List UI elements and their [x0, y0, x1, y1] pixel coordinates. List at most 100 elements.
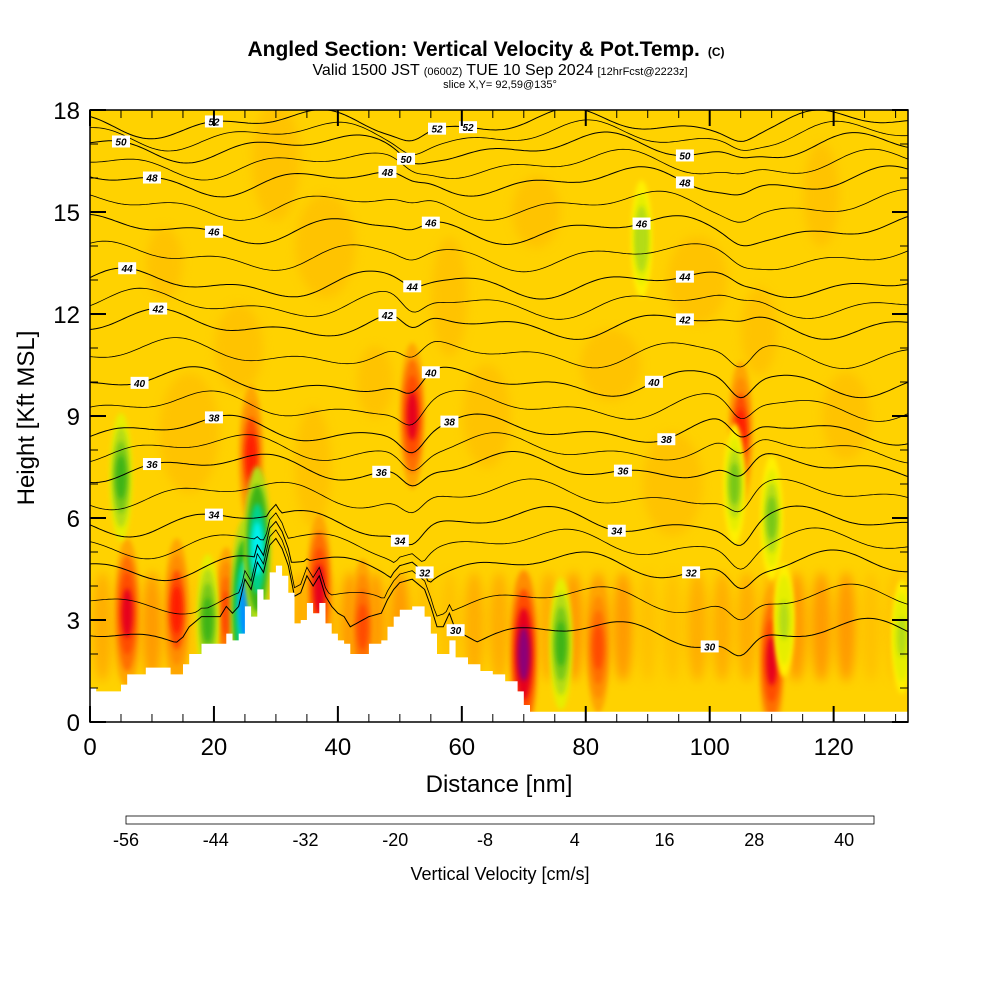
isentrope-label-text: 50 [400, 155, 412, 166]
field-mottle [146, 227, 183, 299]
field-mottle [295, 194, 356, 298]
isentrope-label-text: 30 [704, 642, 716, 653]
isentrope-line-minor [90, 432, 908, 471]
isentrope-label-box [204, 508, 223, 521]
isentrope-label-box [204, 225, 223, 238]
field-mottle [214, 304, 263, 392]
field-cell [637, 571, 658, 682]
isentrope-label-text: 40 [424, 368, 437, 379]
isentrope-line-40 [90, 366, 908, 399]
isentrope-label-box [675, 149, 694, 162]
isentrope-label-text: 36 [376, 468, 388, 479]
isentrope-label-text: 38 [661, 435, 673, 446]
isentrope-label: 52 [459, 121, 478, 134]
colorbar-tick-label: -20 [382, 830, 408, 850]
isentrope-label: 50 [397, 152, 416, 166]
colorbar-tick-label: 4 [570, 830, 580, 850]
field-cell [736, 571, 757, 682]
isentrope-line-30 [90, 537, 908, 657]
isentrope-line-minor [90, 512, 908, 570]
field-mottle [803, 143, 840, 247]
isentrope-label: 40 [130, 376, 149, 390]
isentrope-label: 48 [378, 165, 397, 179]
isentrope-label-text: 40 [647, 378, 660, 389]
chart-title: Angled Section: Vertical Velocity & Pot.… [247, 38, 724, 61]
updraft-cell [518, 627, 530, 681]
isentrope-label-box [675, 313, 694, 326]
x-tick-label: 100 [690, 734, 730, 761]
isentrope-label-box [613, 464, 632, 477]
isentrope-line-minor [90, 148, 908, 181]
colorbar-tick-label: -32 [293, 830, 319, 850]
field-cell [811, 571, 832, 682]
isentrope-label-text: 30 [450, 626, 462, 637]
isentrope-label-text: 32 [686, 568, 698, 579]
isentrope-label: 48 [142, 171, 161, 185]
colorbar-frame [125, 815, 875, 825]
x-tick-label: 60 [448, 734, 475, 761]
isentrope-label: 34 [204, 508, 223, 522]
isentrope-label-box [675, 176, 694, 189]
isentrope-label: 36 [613, 464, 632, 478]
isentrope-line-42 [90, 308, 908, 340]
isentrope-label-text: 46 [635, 220, 648, 231]
isentrope-label: 42 [378, 309, 397, 322]
updraft-cell [121, 588, 133, 638]
isentrope-label-box [415, 566, 434, 579]
isentrope-label-text: 48 [678, 178, 691, 189]
isentrope-label: 44 [675, 270, 694, 284]
field-cell [92, 571, 113, 682]
isentrope-label-box [403, 280, 422, 293]
isentrope-line-52 [90, 110, 908, 142]
isentrope-label-text: 42 [678, 315, 691, 326]
chart-title-main: Angled Section: Vertical Velocity & Pot.… [247, 38, 699, 61]
isentrope-label: 40 [644, 375, 663, 389]
isentrope-label: 36 [372, 465, 391, 479]
isentrope-label-box [440, 415, 459, 428]
isentrope-line-minor [90, 529, 908, 621]
updraft-cell [171, 585, 183, 634]
field-mottle [642, 432, 703, 536]
field-cell [662, 571, 683, 682]
isentrope-label: 34 [607, 524, 626, 538]
isentrope-label: 32 [682, 566, 701, 579]
isentrope-line-minor [90, 337, 908, 370]
isentrope-line-minor [90, 478, 908, 514]
isentrope-label-text: 48 [381, 168, 394, 179]
terrain-profile [90, 565, 908, 722]
isentrope-label-text: 34 [611, 527, 623, 538]
isentrope-label-box [446, 624, 465, 637]
x-tick-label: 120 [814, 734, 854, 761]
updraft-cell [406, 391, 418, 441]
isentrope-line-minor [90, 390, 908, 426]
isentrope-label-box [111, 135, 130, 148]
colorbar-tick-label: -56 [113, 830, 139, 850]
isentrope-label-box [644, 375, 663, 388]
subtitle-valid: Valid 1500 JST [312, 62, 420, 79]
y-tick-label: 12 [53, 302, 80, 329]
isentrope-label-text: 42 [381, 311, 394, 322]
isentrope-label-text: 44 [406, 282, 419, 293]
isentrope-label: 32 [415, 566, 434, 579]
field-cell [687, 571, 708, 682]
downdraft-cell [202, 597, 213, 643]
isentrope-label-box [142, 458, 161, 471]
isentrope-label-box [421, 366, 440, 379]
subtitle-forecast: [12hrFcst@2223z] [598, 66, 688, 78]
colorbar-tick-label: 40 [834, 830, 854, 850]
isentrope-label: 38 [204, 411, 223, 424]
isentrope-label: 36 [142, 458, 161, 471]
isentrope-label-box [390, 534, 409, 547]
field-cell [860, 571, 881, 682]
field-mottle [295, 407, 332, 527]
field-mottle [431, 237, 468, 357]
subtitle-zulu: (0600Z) [424, 66, 463, 78]
slice-label: slice X,Y= 92,59@135° [443, 79, 557, 91]
isentrope-label-text: 40 [133, 379, 146, 390]
isentrope-label-text: 38 [208, 413, 220, 424]
isentrope-label-box [372, 465, 391, 478]
isentrope-label: 38 [657, 433, 676, 446]
isentrope-line-34 [90, 503, 908, 546]
field-cell [836, 571, 857, 682]
isentrope-label-box [428, 122, 447, 135]
